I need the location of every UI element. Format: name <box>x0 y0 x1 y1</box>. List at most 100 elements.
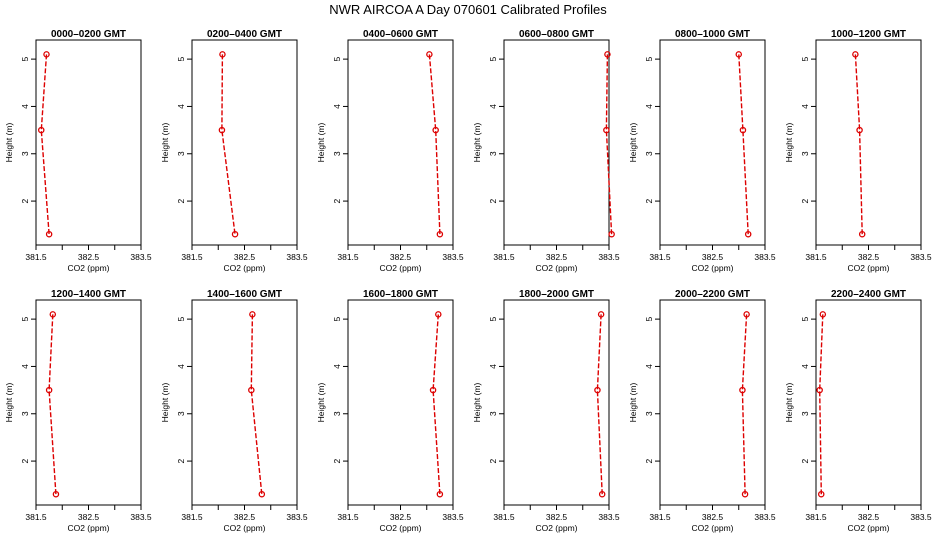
chart-panel: 2200–2400 GMT 381.5 382.5 383.5 CO2 (ppm) 2 3 4… <box>784 289 932 533</box>
y-tick-label: 4 <box>488 104 498 109</box>
x-axis-label: CO2 (ppm) <box>847 263 889 273</box>
x-tick-label: 383.5 <box>910 252 932 262</box>
plot-frame <box>503 299 610 506</box>
x-tick-label: 383.5 <box>754 252 776 262</box>
x-tick-label: 383.5 <box>598 252 620 262</box>
chart-panel: 0400–0600 GMT 381.5 382.5 383.5 CO2 (ppm) 2 3 4… <box>316 29 464 273</box>
y-tick-label: 3 <box>800 151 810 156</box>
x-axis-label: CO2 (ppm) <box>379 523 421 533</box>
data-point <box>231 230 239 238</box>
y-tick-label: 2 <box>800 198 810 203</box>
data-point <box>739 386 746 394</box>
x-tick-label: 382.5 <box>702 512 724 522</box>
x-tick-label: 382.5 <box>390 512 412 522</box>
x-tick-label: 381.5 <box>181 512 203 522</box>
y-tick-label: 5 <box>800 316 810 321</box>
plot-frame <box>191 299 298 506</box>
x-tick-label: 382.5 <box>858 252 880 262</box>
y-tick-label: 5 <box>20 56 30 61</box>
y-axis-label: Height (m) <box>4 383 14 423</box>
data-point <box>218 126 226 134</box>
y-axis-label: Height (m) <box>784 123 794 163</box>
y-tick-label: 2 <box>20 198 30 203</box>
profile-line <box>428 54 441 235</box>
y-tick-label: 3 <box>20 411 30 416</box>
data-point <box>52 490 60 498</box>
data-point <box>818 490 825 498</box>
y-axis-label: Height (m) <box>472 383 482 423</box>
data-point <box>258 490 266 498</box>
y-tick-label: 2 <box>332 198 342 203</box>
x-tick-label: 382.5 <box>234 252 256 262</box>
plot-frame <box>815 39 922 246</box>
x-tick-label: 382.5 <box>78 252 100 262</box>
x-tick-label: 381.5 <box>337 252 359 262</box>
y-tick-label: 3 <box>644 151 654 156</box>
data-point <box>435 311 442 318</box>
figure-title: NWR AIRCOA A Day 070601 Calibrated Profi… <box>329 2 607 17</box>
x-axis-label: CO2 (ppm) <box>67 523 109 533</box>
x-tick-label: 383.5 <box>130 512 152 522</box>
x-tick-label: 381.5 <box>493 252 515 262</box>
x-tick-label: 382.5 <box>858 512 880 522</box>
data-point <box>49 311 57 318</box>
data-point <box>856 126 863 134</box>
y-tick-label: 3 <box>332 411 342 416</box>
y-tick-label: 2 <box>488 458 498 463</box>
y-tick-label: 3 <box>20 151 30 156</box>
x-tick-label: 383.5 <box>286 512 308 522</box>
data-point <box>436 490 444 498</box>
data-point <box>598 490 606 498</box>
panel-title: 2200–2400 GMT <box>831 289 906 300</box>
profile-line <box>432 314 441 495</box>
x-tick-label: 382.5 <box>702 252 724 262</box>
x-tick-label: 381.5 <box>649 512 671 522</box>
x-tick-label: 382.5 <box>78 512 100 522</box>
profile-line <box>596 314 603 495</box>
y-tick-label: 5 <box>20 316 30 321</box>
x-tick-label: 383.5 <box>442 512 464 522</box>
y-tick-label: 3 <box>176 411 186 416</box>
panel-title: 0800–1000 GMT <box>675 29 750 40</box>
panel-title: 1000–1200 GMT <box>831 29 906 40</box>
data-point <box>219 51 226 58</box>
y-tick-label: 2 <box>332 458 342 463</box>
data-point <box>248 386 255 394</box>
y-axis-label: Height (m) <box>628 383 638 423</box>
y-tick-label: 5 <box>644 316 654 321</box>
x-tick-label: 383.5 <box>754 512 776 522</box>
y-tick-label: 4 <box>176 104 186 109</box>
chart-panel: 1600–1800 GMT 381.5 382.5 383.5 CO2 (ppm) 2 3 4… <box>316 289 464 533</box>
x-tick-label: 382.5 <box>390 252 412 262</box>
y-axis-label: Height (m) <box>472 123 482 163</box>
y-tick-label: 2 <box>644 458 654 463</box>
chart-panel: 2000–2200 GMT 381.5 382.5 383.5 CO2 (ppm) 2 3 4… <box>628 289 776 533</box>
x-tick-label: 381.5 <box>25 512 47 522</box>
panel-title: 1600–1800 GMT <box>363 289 438 300</box>
y-tick-label: 4 <box>800 364 810 369</box>
data-point <box>604 51 611 58</box>
y-tick-label: 5 <box>332 316 342 321</box>
data-point <box>249 311 256 318</box>
panel-title: 0200–0400 GMT <box>207 29 282 40</box>
chart-panel: 1000–1200 GMT 381.5 382.5 383.5 CO2 (ppm) 2 3 4… <box>784 29 932 273</box>
y-tick-label: 2 <box>644 198 654 203</box>
y-axis-label: Height (m) <box>160 123 170 163</box>
data-point <box>608 230 615 238</box>
data-point <box>45 386 53 394</box>
x-tick-label: 381.5 <box>649 252 671 262</box>
profile-line <box>738 54 749 235</box>
y-axis-label: Height (m) <box>316 123 326 163</box>
y-tick-label: 2 <box>176 458 186 463</box>
y-tick-label: 4 <box>20 364 30 369</box>
y-tick-label: 5 <box>176 316 186 321</box>
data-point <box>744 230 752 238</box>
y-tick-label: 2 <box>488 198 498 203</box>
y-tick-label: 3 <box>800 411 810 416</box>
x-axis-label: CO2 (ppm) <box>223 263 265 273</box>
y-tick-label: 5 <box>332 56 342 61</box>
chart-panel: 0800–1000 GMT 381.5 382.5 383.5 CO2 (ppm) 2 3 4… <box>628 29 776 273</box>
chart-panel: 0200–0400 GMT 381.5 382.5 383.5 CO2 (ppm) 2 3 4… <box>160 29 308 273</box>
chart-panel: 1400–1600 GMT 381.5 382.5 383.5 CO2 (ppm) 2 3 4… <box>160 289 308 533</box>
